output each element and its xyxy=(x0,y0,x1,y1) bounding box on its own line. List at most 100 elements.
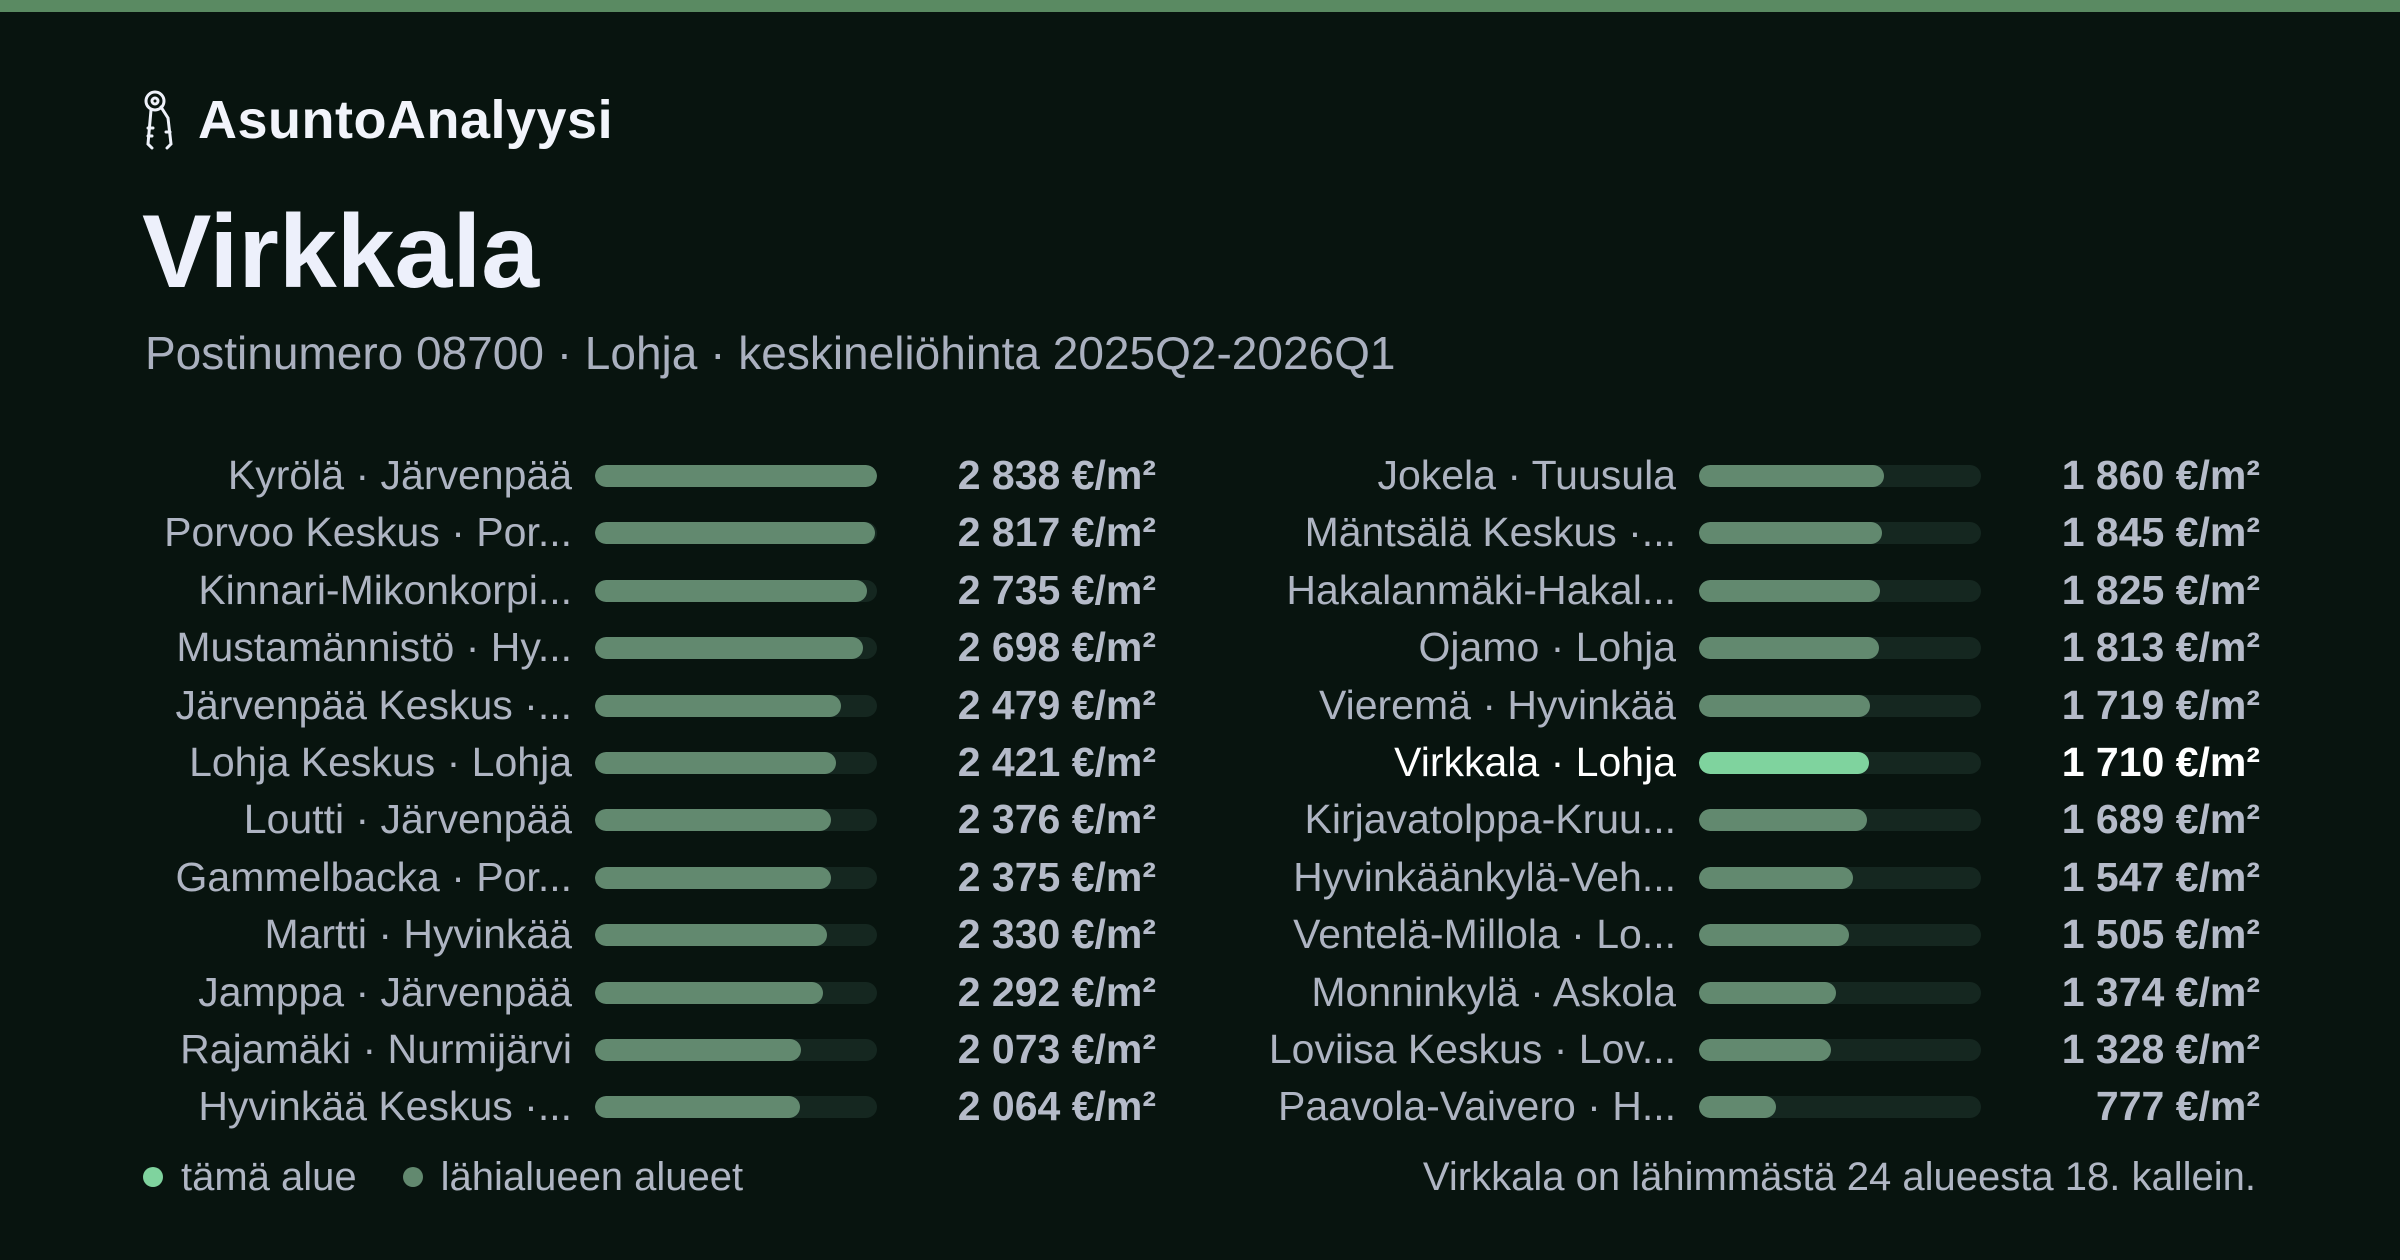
bar xyxy=(595,924,827,947)
bar xyxy=(595,981,823,1004)
bar-track xyxy=(595,1038,877,1061)
bar-label: Ventelä-Millola · Lo... xyxy=(1293,911,1676,958)
page-subtitle: Postinumero 08700 · Lohja · keskineliöhi… xyxy=(145,327,1396,379)
bar-row: Martti · Hyvinkää 2 330 €/m² xyxy=(140,906,1156,963)
bar-label: Hyvinkäänkylä-Veh... xyxy=(1293,853,1676,900)
bar xyxy=(1699,694,1870,717)
bar-value-label: 2 330 €/m² xyxy=(957,911,1156,958)
bar-value-label: 1 860 €/m² xyxy=(2061,452,2260,498)
bar-value-label: 2 698 €/m² xyxy=(957,624,1156,671)
bar-track xyxy=(595,522,877,545)
bar-value-label: 777 €/m² xyxy=(2095,1083,2260,1130)
brand: AsuntoAnalyysi xyxy=(140,88,613,152)
bar xyxy=(595,1038,801,1061)
bar-label: Mäntsälä Keskus ·... xyxy=(1304,509,1676,556)
bar-track xyxy=(1699,1096,1981,1119)
bar-label: Rajamäki · Nurmijärvi xyxy=(180,1025,572,1072)
bar xyxy=(595,694,842,717)
bar-row: Gammelbacka · Por... 2 375 €/m² xyxy=(140,849,1156,906)
bar xyxy=(1699,522,1883,545)
bar-value-label: 2 064 €/m² xyxy=(957,1083,1156,1130)
bar-track xyxy=(595,981,877,1004)
bar-track xyxy=(1699,924,1981,947)
bar xyxy=(1699,866,1853,889)
rank-footnote: Virkkala on lähimmästä 24 alueesta 18. k… xyxy=(1422,1155,2256,1199)
bar-label: Monninkylä · Askola xyxy=(1311,968,1676,1015)
bar-track xyxy=(1699,751,1981,774)
keys-icon xyxy=(144,90,173,150)
brand-name: AsuntoAnalyysi xyxy=(198,90,614,150)
legend-label-nearby-areas: lähialueen alueet xyxy=(440,1154,744,1199)
bar xyxy=(595,522,875,545)
page-title: Virkkala xyxy=(142,194,540,310)
bar-row: Hyvinkää Keskus ·... 2 064 €/m² xyxy=(140,1078,1156,1135)
bar-track xyxy=(1699,579,1981,602)
bar-track xyxy=(595,809,877,832)
bar xyxy=(1699,579,1881,602)
bar-label: Porvoo Keskus · Por... xyxy=(164,509,572,556)
bar-value-label: 2 073 €/m² xyxy=(957,1025,1156,1072)
bar-track xyxy=(595,751,877,774)
bar-track xyxy=(1699,981,1981,1004)
bar xyxy=(595,809,832,832)
bar-value-label: 1 719 €/m² xyxy=(2061,681,2260,728)
bar-row: Vieremä · Hyvinkää 1 719 €/m² xyxy=(1244,677,2260,734)
bar-row: Hyvinkäänkylä-Veh... 1 547 €/m² xyxy=(1244,849,2260,906)
bar-label: Kirjavatolppa-Kruu... xyxy=(1304,796,1676,843)
chart-column-right: Jokela · Tuusula 1 860 €/m² Mäntsälä Kesku… xyxy=(1244,447,2260,1136)
bar-row: Kinnari-Mikonkorpi... 2 735 €/m² xyxy=(140,562,1156,619)
bar-row: Rajamäki · Nurmijärvi 2 073 €/m² xyxy=(140,1021,1156,1078)
bar-row: Lohja Keskus · Lohja 2 421 €/m² xyxy=(140,734,1156,791)
legend-dot-nearby-areas xyxy=(402,1167,423,1187)
bar-label: Hyvinkää Keskus ·... xyxy=(198,1083,572,1130)
bar xyxy=(595,637,864,660)
bar xyxy=(1699,465,1884,487)
chart-column-left: Kyrölä · Järvenpää 2 838 €/m² Porvoo Kesku… xyxy=(140,447,1156,1136)
bar-value-label: 2 292 €/m² xyxy=(957,968,1156,1015)
bar-row: Kyrölä · Järvenpää 2 838 €/m² xyxy=(140,447,1156,504)
bar-label: Loutti · Järvenpää xyxy=(243,796,572,843)
bar-row: Mäntsälä Keskus ·... 1 845 €/m² xyxy=(1244,504,2260,561)
bar-track xyxy=(1699,809,1981,832)
bar-label: Lohja Keskus · Lohja xyxy=(189,738,572,785)
bar-value-label: 2 817 €/m² xyxy=(957,509,1156,556)
bar-track xyxy=(595,465,877,487)
bar-track xyxy=(1699,694,1981,717)
bar-row: Jamppa · Järvenpää 2 292 €/m² xyxy=(140,964,1156,1021)
bar-row: Monninkylä · Askola 1 374 €/m² xyxy=(1244,964,2260,1021)
bar-value-label: 2 838 €/m² xyxy=(957,452,1156,498)
bar-value-label: 1 825 €/m² xyxy=(2061,566,2260,613)
bar-row: Ventelä-Millola · Lo... 1 505 €/m² xyxy=(1244,906,2260,963)
bar-track xyxy=(1699,522,1981,545)
bar xyxy=(595,751,836,774)
bar-label: Järvenpää Keskus ·... xyxy=(175,681,572,728)
bar-track xyxy=(1699,465,1981,487)
bar-label: Vieremä · Hyvinkää xyxy=(1319,681,1676,728)
bar-value-label: 1 689 €/m² xyxy=(2061,796,2260,843)
bar-value-label: 2 375 €/m² xyxy=(957,853,1156,900)
bar-label: Mustamännistö · Hy... xyxy=(176,624,572,671)
bar-row: Loutti · Järvenpää 2 376 €/m² xyxy=(140,791,1156,848)
bar xyxy=(1699,809,1867,832)
bar-value-label: 2 479 €/m² xyxy=(957,681,1156,728)
bar xyxy=(595,465,877,487)
legend-item-nearby-areas: lähialueen alueet xyxy=(402,1154,744,1200)
bar-value-label: 2 735 €/m² xyxy=(957,566,1156,613)
bar-row: Porvoo Keskus · Por... 2 817 €/m² xyxy=(140,504,1156,561)
bar-label: Kinnari-Mikonkorpi... xyxy=(198,566,572,613)
bar-label: Jokela · Tuusula xyxy=(1377,452,1676,498)
bar-row: Virkkala · Lohja 1 710 €/m² xyxy=(1244,734,2260,791)
bar xyxy=(1699,637,1880,660)
bar-row: Mustamännistö · Hy... 2 698 €/m² xyxy=(140,619,1156,676)
bar-label: Paavola-Vaivero · H... xyxy=(1277,1083,1676,1130)
bar-track xyxy=(595,637,877,660)
bar-label: Loviisa Keskus · Lov... xyxy=(1268,1025,1676,1072)
bar-label: Gammelbacka · Por... xyxy=(175,853,572,900)
bar-value-label: 2 376 €/m² xyxy=(957,796,1156,843)
bar-label: Virkkala · Lohja xyxy=(1394,738,1676,785)
bar xyxy=(1699,1096,1777,1119)
bar xyxy=(1699,924,1849,947)
bar-value-label: 1 710 €/m² xyxy=(2061,738,2260,785)
bar-label: Hakalanmäki-Hakal... xyxy=(1286,566,1676,613)
bar xyxy=(1699,751,1869,774)
